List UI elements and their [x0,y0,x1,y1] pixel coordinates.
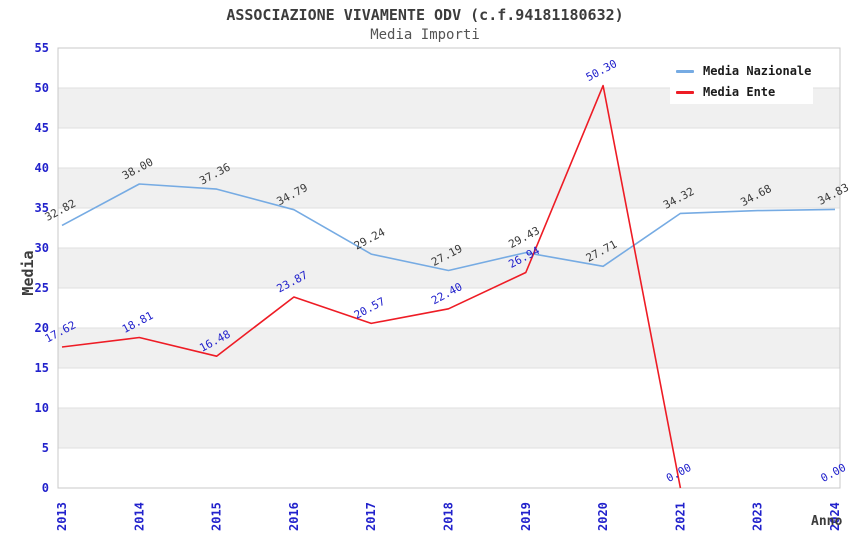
x-tick-label: 2013 [55,502,69,531]
y-axis-label: Media [19,250,37,296]
y-tick-label: 30 [35,241,49,255]
legend-swatch-media-nazionale-icon [676,69,694,73]
x-tick-label: 2019 [519,502,533,531]
y-tick-label: 10 [35,401,49,415]
y-tick-label: 45 [35,121,49,135]
data-label-media-ente: 50.30 [584,57,619,84]
legend: Media Nazionale Media Ente [670,59,813,104]
legend-label-media-ente: Media Ente [703,85,776,99]
x-tick-label: 2020 [596,502,610,531]
legend-label-media-nazionale: Media Nazionale [703,64,812,78]
x-tick-label: 2024 [828,502,842,531]
data-label-media-ente: 0.00 [819,461,849,485]
legend-item-media-nazionale: Media Nazionale [676,64,813,78]
legend-item-media-ente: Media Ente [676,85,813,99]
series-line-media-ente [61,84,682,489]
y-tick-label: 55 [35,41,49,55]
y-tick-label: 50 [35,81,49,95]
y-tick-label: 35 [35,201,49,215]
y-tick-label: 0 [42,481,49,495]
x-tick-label: 2023 [751,502,765,531]
chart-title: ASSOCIAZIONE VIVAMENTE ODV (c.f.94181180… [226,6,624,24]
series-line-media-nazionale [61,183,836,272]
grid-band [58,328,840,368]
grid-band [58,408,840,448]
y-tick-label: 40 [35,161,49,175]
y-tick-label: 25 [35,281,49,295]
x-tick-label: 2018 [442,502,456,531]
grid-band [58,168,840,208]
chart-subtitle: Media Importi [370,27,480,43]
x-tick-label: 2015 [210,502,224,531]
x-axis-label: Anno [811,514,843,529]
y-tick-label: 5 [42,441,49,455]
grid-band [58,248,840,288]
data-label-media-ente: 20.57 [352,295,387,322]
x-tick-label: 2017 [364,502,378,531]
x-tick-label: 2014 [132,502,146,531]
y-tick-label: 20 [35,321,49,335]
plot-border [57,47,841,489]
y-tick-label: 15 [35,361,49,375]
x-tick-label: 2021 [673,502,687,531]
x-tick-label: 2016 [287,502,301,531]
legend-swatch-media-ente-icon [676,90,694,94]
